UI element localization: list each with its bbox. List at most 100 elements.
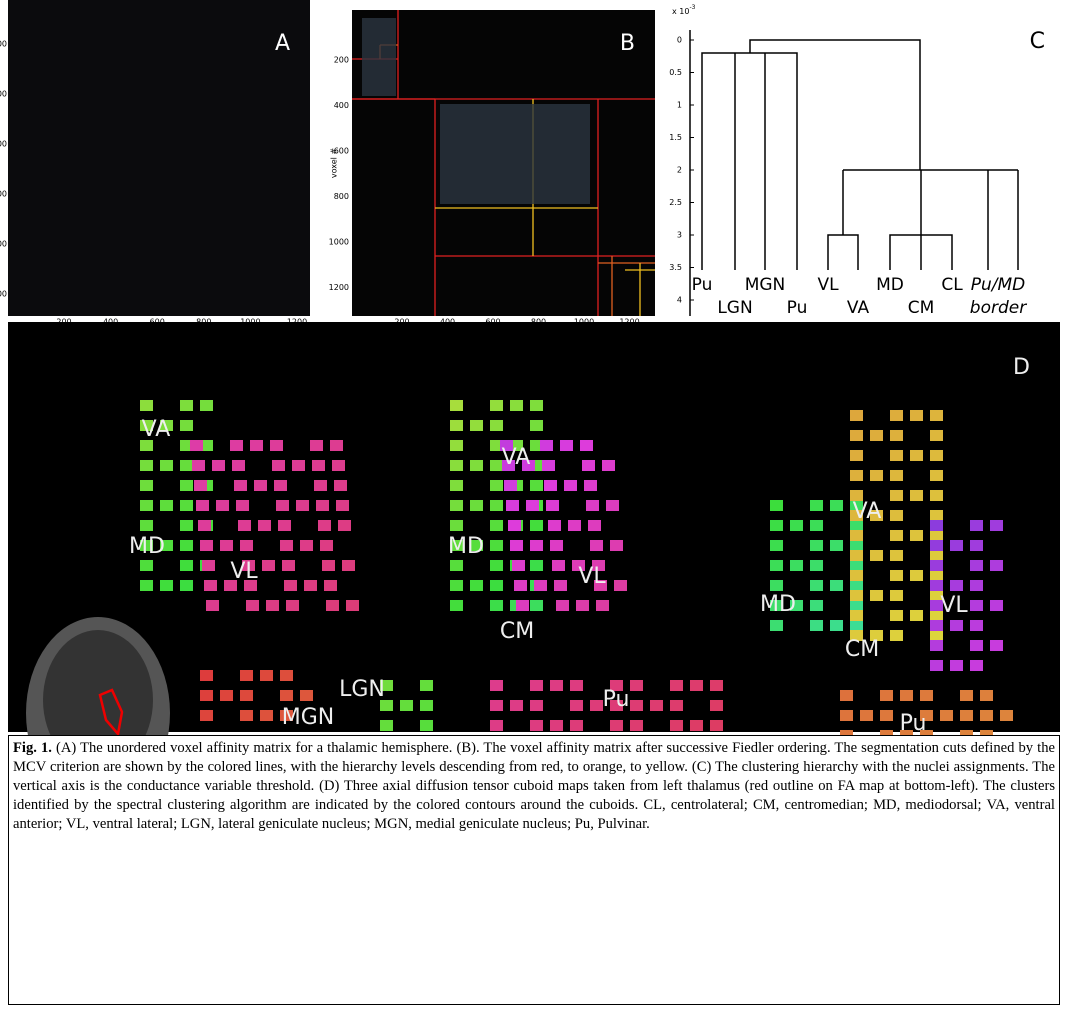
- cuboid: [272, 460, 285, 471]
- cuboid: [198, 520, 211, 531]
- cuboid: [490, 420, 503, 431]
- figure: A B C x 10-3 D 2004006008001000120000000…: [0, 0, 1068, 735]
- cuboid: [450, 460, 463, 471]
- cuboid: [180, 400, 193, 411]
- y-tick-label: 00: [0, 140, 7, 149]
- cuboid: [534, 580, 547, 591]
- cuboid: [554, 580, 567, 591]
- x-tick-label: 200: [56, 318, 71, 327]
- cuboid: [212, 460, 225, 471]
- leaf-label: border: [970, 298, 1027, 318]
- x-tick-label: 600: [150, 318, 165, 327]
- cuboid: [140, 580, 153, 591]
- cuboid: [930, 430, 943, 441]
- cuboid: [556, 600, 569, 611]
- cuboid: [230, 440, 243, 451]
- cuboid: [450, 520, 463, 531]
- leaf-label: VA: [847, 298, 870, 318]
- y-tick-label: 4: [677, 296, 682, 305]
- cuboid: [180, 540, 193, 551]
- cuboid: [270, 440, 283, 451]
- dendrogram: [690, 30, 1018, 316]
- cuboid: [790, 560, 803, 571]
- cuboid: [890, 510, 903, 521]
- cuboid: [450, 440, 463, 451]
- cuboid: [490, 700, 503, 711]
- cuboid: [870, 550, 883, 561]
- y-tick-label: 800: [334, 192, 349, 201]
- cuboid: [312, 460, 325, 471]
- cuboid: [204, 580, 217, 591]
- cuboid: [930, 410, 943, 421]
- cuboid: [220, 690, 233, 701]
- cuboid: [710, 700, 723, 711]
- cuboid: [548, 520, 561, 531]
- y-tick-label: 00: [0, 190, 7, 199]
- cuboid: [890, 410, 903, 421]
- y-tick-label: 0: [677, 36, 682, 45]
- cuboid: [140, 520, 153, 531]
- cuboid: [140, 500, 153, 511]
- cuboid: [850, 580, 863, 591]
- cuboid: [850, 560, 863, 571]
- cuboid: [560, 440, 573, 451]
- cuboid: [330, 440, 343, 451]
- cuboid: [870, 470, 883, 481]
- y-tick-label: 00: [0, 90, 7, 99]
- panel-label: D: [1013, 355, 1030, 380]
- cuboid: [580, 440, 593, 451]
- cuboid: [910, 610, 923, 621]
- cuboid: [830, 500, 843, 511]
- cuboid: [552, 560, 565, 571]
- cuboid: [314, 480, 327, 491]
- cuboid: [900, 690, 913, 701]
- cuboid: [970, 560, 983, 571]
- cuboid: [810, 620, 823, 631]
- cuboid: [180, 520, 193, 531]
- cuboid: [850, 610, 863, 621]
- cuboid: [990, 600, 1003, 611]
- cuboid: [590, 700, 603, 711]
- cuboid: [770, 560, 783, 571]
- cuboid: [200, 540, 213, 551]
- cuboid: [940, 710, 953, 721]
- cuboid: [586, 500, 599, 511]
- region-label: MGN: [282, 705, 335, 730]
- cuboid: [260, 670, 273, 681]
- region-label: VA: [853, 499, 882, 524]
- cuboid: [512, 560, 525, 571]
- cuboid: [508, 520, 521, 531]
- cuboid: [238, 520, 251, 531]
- cuboid: [614, 580, 627, 591]
- y-tick-label: 3: [677, 231, 682, 240]
- cuboid: [610, 720, 623, 731]
- cuboid: [910, 450, 923, 461]
- cuboid: [890, 590, 903, 601]
- cuboid: [490, 540, 503, 551]
- leaf-label: CM: [908, 298, 935, 318]
- cuboid: [540, 440, 553, 451]
- cuboid: [770, 540, 783, 551]
- cuboid: [202, 560, 215, 571]
- cuboid: [576, 600, 589, 611]
- cuboid: [196, 500, 209, 511]
- cuboid: [342, 560, 355, 571]
- cuboid: [280, 670, 293, 681]
- cuboid: [930, 490, 943, 501]
- cuboid: [530, 520, 543, 531]
- cuboid: [240, 670, 253, 681]
- cuboid: [420, 700, 433, 711]
- cuboid: [334, 480, 347, 491]
- region-label: VL: [230, 559, 258, 584]
- region-label: VL: [578, 564, 606, 589]
- cuboid: [470, 500, 483, 511]
- cuboid: [220, 540, 233, 551]
- cuboid: [830, 540, 843, 551]
- cuboid: [1000, 710, 1013, 721]
- cuboid: [910, 530, 923, 541]
- cuboid: [490, 720, 503, 731]
- cuboid: [670, 700, 683, 711]
- caption-lead: Fig. 1.: [13, 740, 52, 756]
- cuboid: [770, 520, 783, 531]
- cuboid: [530, 700, 543, 711]
